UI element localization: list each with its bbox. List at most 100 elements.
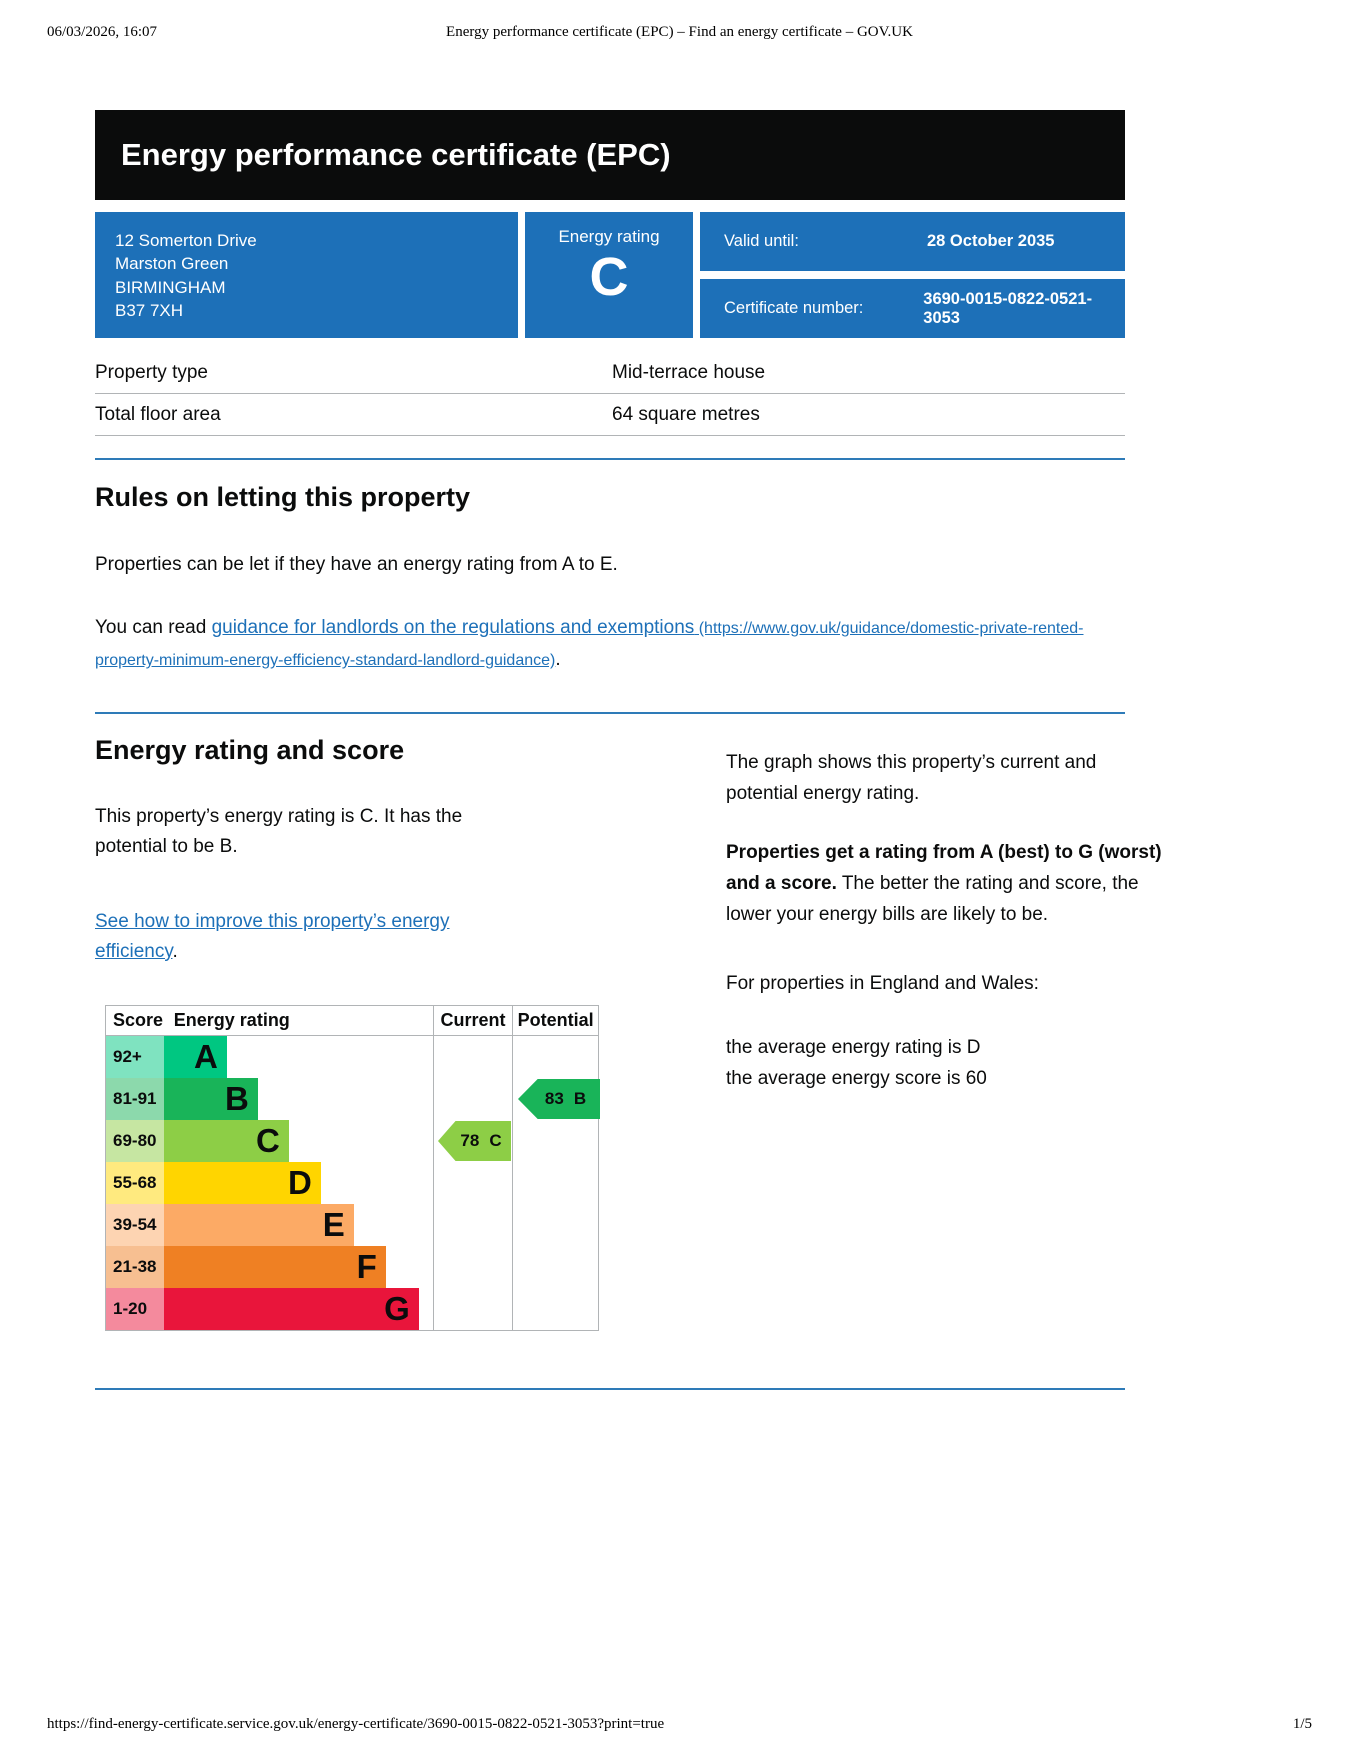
print-footer: https://find-energy-certificate.service.… [47, 1716, 1312, 1733]
section-divider [95, 712, 1125, 714]
certificate-number-value: 3690-0015-0822-0521-3053 [923, 289, 1093, 327]
potential-column-header: Potential [512, 1006, 598, 1035]
energy-rating-column-header: Energy rating [173, 1010, 290, 1030]
rating-section-right: The graph shows this property’s current … [726, 747, 1168, 1094]
band-bar-area: G [163, 1288, 433, 1330]
band-bar-area: F [163, 1246, 433, 1288]
band-score-range: 39-54 [106, 1204, 164, 1246]
band-bar: A [163, 1036, 227, 1078]
current-column-cell [432, 1204, 513, 1246]
print-url: https://find-energy-certificate.service.… [47, 1716, 665, 1732]
landlord-guidance-link-url: (https://www.gov.uk/guidance/domestic-pr… [95, 620, 1084, 669]
epc-chart-header: Score Energy rating Current Potential [106, 1006, 598, 1036]
improve-efficiency-link[interactable]: See how to improve this property’s energ… [95, 911, 450, 962]
potential-column-cell [512, 1120, 598, 1162]
epc-band-row: 81-91 B [106, 1078, 598, 1120]
epc-band-row: 92+ A [106, 1036, 598, 1078]
score-column-header: Score [113, 1010, 164, 1030]
certificate-number-box: Certificate number: 3690-0015-0822-0521-… [700, 279, 1125, 338]
energy-rating-box: Energy rating C [525, 212, 693, 338]
print-datetime: 06/03/2026, 16:07 [47, 24, 158, 40]
address-line: B37 7XH [115, 301, 184, 321]
band-bar: F [163, 1246, 386, 1288]
landlord-guidance-link[interactable]: guidance for landlords on the regulation… [95, 617, 1084, 670]
rules-section: Rules on letting this property Propertie… [95, 482, 1125, 676]
table-row: Total floor area 64 square metres [95, 394, 1125, 436]
guidance-prefix: You can read [95, 617, 212, 638]
energy-rating-value: C [589, 247, 629, 307]
total-floor-area-label: Total floor area [95, 404, 221, 425]
epc-band-row: 55-68 D [106, 1162, 598, 1204]
band-bar: C [163, 1120, 289, 1162]
current-column-cell [432, 1162, 513, 1204]
band-score-range: 92+ [106, 1036, 164, 1078]
valid-until-value: 28 October 2035 [927, 232, 1055, 250]
band-bar-area: E [163, 1204, 433, 1246]
guidance-paragraph: You can read guidance for landlords on t… [95, 612, 1107, 676]
valid-until-label: Valid until: [724, 232, 799, 250]
band-bar: E [163, 1204, 354, 1246]
print-page-title: Energy performance certificate (EPC) – F… [446, 24, 913, 40]
rating-summary-paragraph: This property’s energy rating is C. It h… [95, 806, 463, 857]
current-column-cell [432, 1036, 513, 1078]
band-bar-area: A [163, 1036, 433, 1078]
rating-explanation-bold: Properties get a rating from A (best) to… [726, 842, 1162, 894]
band-score-range: 55-68 [106, 1162, 164, 1204]
epc-rating-chart: Score Energy rating Current Potential 92… [105, 1005, 600, 1331]
average-rating-line: the average energy rating is D [726, 1037, 981, 1058]
certificate-banner-title: Energy performance certificate (EPC) [121, 137, 671, 172]
epc-band-row: 39-54 E [106, 1204, 598, 1246]
property-details-table: Property type Mid-terrace house Total fl… [95, 352, 1125, 436]
band-score-range: 21-38 [106, 1246, 164, 1288]
current-rating-arrow: 78 C [438, 1121, 511, 1161]
rating-section-left: Energy rating and score This property’s … [95, 735, 535, 967]
guidance-suffix: . [555, 649, 561, 670]
property-type-value: Mid-terrace house [612, 362, 766, 383]
graph-description: The graph shows this property’s current … [726, 752, 1097, 804]
potential-rating-arrow: 83 B [518, 1079, 600, 1119]
average-score-line: the average energy score is 60 [726, 1068, 987, 1089]
potential-band: B [573, 1089, 587, 1108]
band-bar-area: C [163, 1120, 433, 1162]
current-column-cell [432, 1120, 513, 1162]
band-score-range: 69-80 [106, 1120, 164, 1162]
epc-band-row: 69-80 C [106, 1120, 598, 1162]
potential-column-cell [512, 1288, 598, 1330]
address-line: Marston Green [115, 254, 229, 274]
improve-paragraph: See how to improve this property’s energ… [95, 907, 535, 967]
certificate-banner: Energy performance certificate (EPC) [95, 110, 1125, 200]
average-ratings: the average energy rating is D the avera… [726, 1032, 1168, 1094]
band-bar-area: D [163, 1162, 433, 1204]
print-header: 06/03/2026, 16:07 Energy performance cer… [47, 24, 1312, 44]
address-line: BIRMINGHAM [115, 277, 226, 297]
potential-column-cell [512, 1036, 598, 1078]
rules-paragraph: Properties can be let if they have an en… [95, 554, 618, 575]
rules-heading: Rules on letting this property [95, 482, 471, 512]
property-type-label: Property type [95, 362, 208, 383]
current-column-cell [432, 1288, 513, 1330]
rating-explanation: Properties get a rating from A (best) to… [726, 837, 1168, 930]
potential-column-cell [512, 1078, 598, 1120]
current-column-header: Current [432, 1006, 513, 1035]
potential-column-cell [512, 1246, 598, 1288]
band-bar: G [163, 1288, 419, 1330]
potential-score: 83 [544, 1089, 564, 1108]
energy-rating-label: Energy rating [558, 227, 660, 246]
table-row: Property type Mid-terrace house [95, 352, 1125, 394]
print-page-number: 1/5 [1292, 1716, 1312, 1732]
section-divider [95, 458, 1125, 460]
current-band: C [489, 1131, 502, 1150]
potential-column-cell [512, 1204, 598, 1246]
landlord-guidance-link-text: guidance for landlords on the regulation… [211, 617, 695, 638]
band-score-range: 81-91 [106, 1078, 164, 1120]
current-score: 78 [460, 1131, 480, 1150]
current-column-cell [432, 1078, 513, 1120]
improve-suffix: . [172, 941, 178, 962]
band-bar: B [163, 1078, 258, 1120]
epc-band-row: 1-20 G [106, 1288, 598, 1330]
property-address: 12 Somerton Drive Marston Green BIRMINGHAM… [95, 212, 518, 338]
england-wales-intro: For properties in England and Wales: [726, 973, 1039, 994]
total-floor-area-value: 64 square metres [612, 404, 760, 425]
band-bar-area: B [163, 1078, 433, 1120]
rating-explanation-rest: The better the rating and score, the low… [726, 873, 1139, 925]
